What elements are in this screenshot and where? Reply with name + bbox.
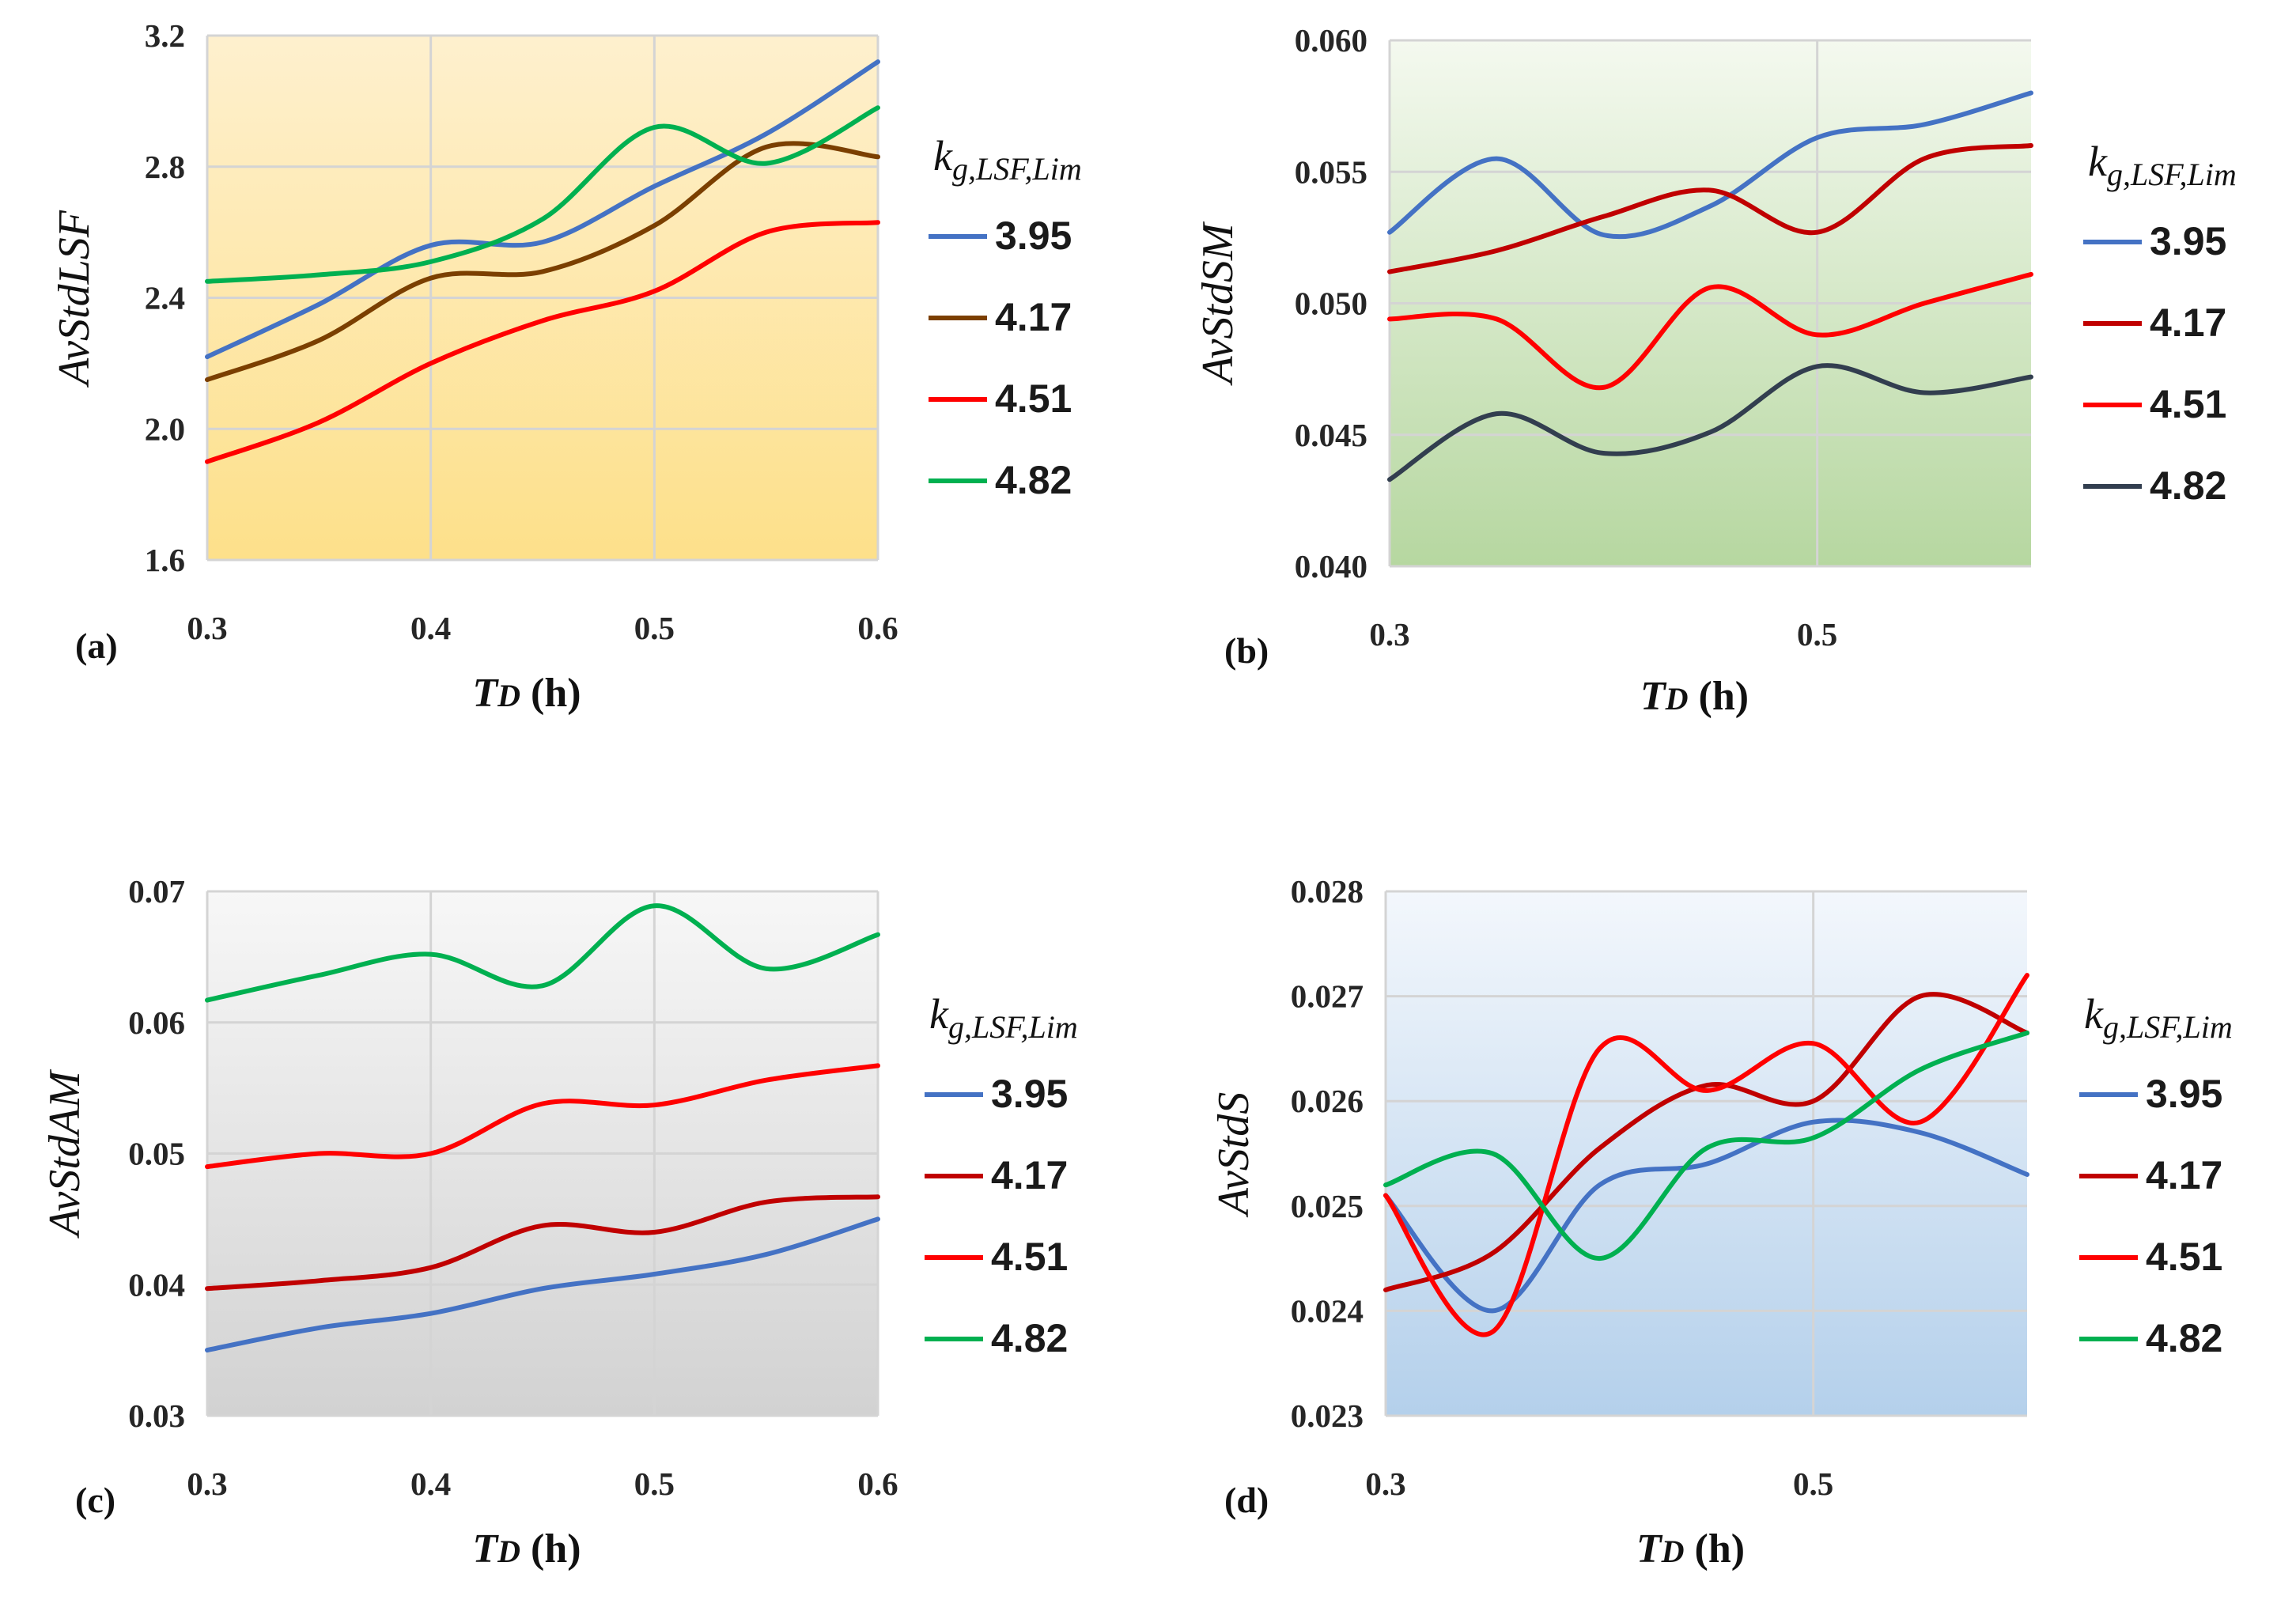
legend: kg,LSF,Lim 3.95 4.17 4.51 4.82 [929, 132, 1082, 502]
x-tick-label: 0.4 [410, 610, 451, 646]
legend-entry: 4.51 [2150, 382, 2226, 426]
y-tick-label: 0.027 [1291, 978, 1364, 1015]
chart-panel-b: 0.040 0.045 0.050 0.055 0.060 0.3 0.5 AvStdSM (b… [1193, 22, 2237, 719]
legend-entry: 3.95 [2150, 219, 2226, 263]
legend-entry: 4.51 [2146, 1235, 2222, 1279]
y-tick-label: 0.055 [1295, 153, 1367, 190]
y-tick-label: 0.028 [1291, 873, 1364, 910]
x-tick-label: 0.3 [1365, 1466, 1405, 1502]
x-tick-label: 0.5 [634, 610, 675, 646]
series-line-4.51 [205, 1063, 880, 1170]
y-tick-label: 2.0 [145, 410, 185, 447]
y-tick-label: 0.023 [1291, 1398, 1364, 1434]
legend-entry: 4.51 [991, 1235, 1068, 1279]
y-tick-label: 2.4 [145, 280, 185, 316]
legend-entry: 4.82 [2150, 463, 2226, 508]
y-axis-label: AvStdLSF [50, 210, 99, 388]
y-tick-label: 0.045 [1295, 417, 1367, 453]
series-line-3.95 [205, 1216, 880, 1353]
y-tick-label: 3.2 [145, 17, 185, 54]
panel-label: (b) [1224, 630, 1269, 671]
legend-entry: 4.17 [991, 1153, 1068, 1197]
series-line-3.95 [205, 59, 880, 360]
x-tick-label: 0.5 [634, 1466, 675, 1502]
series-line-4.17 [1387, 143, 2033, 274]
legend-entry: 4.82 [2146, 1316, 2222, 1360]
x-axis-label: TD (h) [1636, 1526, 1745, 1572]
y-tick-label: 0.025 [1291, 1188, 1364, 1224]
legend-entry: 4.82 [995, 458, 1072, 502]
legend-entry: 3.95 [991, 1072, 1068, 1116]
y-tick-label: 2.8 [145, 149, 185, 185]
series-line-4.82 [205, 903, 880, 1003]
series-line-4.17 [205, 1194, 880, 1292]
y-tick-label: 1.6 [145, 542, 185, 578]
legend: kg,LSF,Lim 3.95 4.17 4.51 4.82 [2079, 990, 2233, 1360]
series-line-4.82 [1383, 1031, 2029, 1261]
series-line-3.95 [1383, 1118, 2029, 1314]
series-line-4.82 [205, 105, 880, 284]
y-tick-label: 0.06 [128, 1004, 185, 1041]
x-tick-label: 0.3 [187, 610, 227, 646]
chart-panel-d: 0.023 0.024 0.025 0.026 0.027 0.028 0.3 0.5 AvSt… [1209, 873, 2233, 1572]
x-axis-label: TD (h) [472, 671, 581, 716]
panel-label: (d) [1224, 1480, 1269, 1520]
legend-entry: 4.51 [995, 376, 1072, 421]
legend: kg,LSF,Lim 3.95 4.17 4.51 4.82 [925, 990, 1078, 1360]
x-tick-label: 0.6 [857, 610, 898, 646]
x-tick-label: 0.5 [1793, 1466, 1833, 1502]
legend-entry: 3.95 [2146, 1072, 2222, 1116]
x-tick-label: 0.3 [187, 1466, 227, 1502]
series-line-4.17 [1383, 992, 2029, 1292]
legend-entry: 4.82 [991, 1316, 1068, 1360]
legend-title: kg,LSF,Lim [2088, 138, 2237, 192]
series-line-4.51 [1387, 271, 2033, 391]
y-tick-label: 0.03 [128, 1398, 185, 1434]
x-tick-label: 0.4 [410, 1466, 451, 1502]
series-line-3.95 [1387, 90, 2033, 240]
chart-panel-c: 0.03 0.04 0.05 0.06 0.07 0.3 0.4 0.5 0.6 AvStdAM (… [40, 873, 1078, 1572]
x-axis-label: TD (h) [1640, 674, 1749, 719]
legend-title: kg,LSF,Lim [2084, 990, 2233, 1045]
y-tick-label: 0.07 [128, 873, 185, 910]
legend-title: kg,LSF,Lim [929, 990, 1078, 1045]
x-tick-label: 0.3 [1369, 616, 1409, 652]
y-tick-label: 0.026 [1291, 1083, 1364, 1119]
y-tick-label: 0.040 [1295, 548, 1367, 584]
y-axis-label: AvStdS [1209, 1092, 1258, 1219]
x-axis-label: TD (h) [472, 1526, 581, 1572]
y-axis-label: AvStdAM [40, 1069, 89, 1239]
legend: kg,LSF,Lim 3.95 4.17 4.51 4.82 [2083, 138, 2237, 508]
legend-entry: 4.17 [2150, 301, 2226, 345]
legend-entry: 3.95 [995, 214, 1072, 258]
y-tick-label: 0.04 [128, 1266, 185, 1303]
series-line-4.17 [205, 141, 880, 383]
panel-label: (c) [75, 1480, 115, 1520]
legend-title: kg,LSF,Lim [933, 132, 1082, 187]
panel-label: (a) [75, 626, 118, 666]
y-tick-label: 0.024 [1291, 1292, 1364, 1329]
y-tick-label: 0.060 [1295, 22, 1367, 59]
series-line-4.51 [205, 220, 880, 464]
y-tick-label: 0.050 [1295, 286, 1367, 322]
y-axis-label: AvStdSM [1193, 221, 1243, 387]
x-tick-label: 0.5 [1797, 616, 1837, 652]
y-tick-label: 0.05 [128, 1136, 185, 1172]
chart-panel-a: 1.6 2.0 2.4 2.8 3.2 0.3 0.4 0.5 0.6 AvStdLSF (a) TD… [50, 17, 1082, 716]
x-tick-label: 0.6 [857, 1466, 898, 1502]
legend-entry: 4.17 [995, 295, 1072, 339]
series-line-4.82 [1387, 363, 2033, 482]
series-line-4.51 [1383, 973, 2029, 1337]
legend-entry: 4.17 [2146, 1153, 2222, 1197]
